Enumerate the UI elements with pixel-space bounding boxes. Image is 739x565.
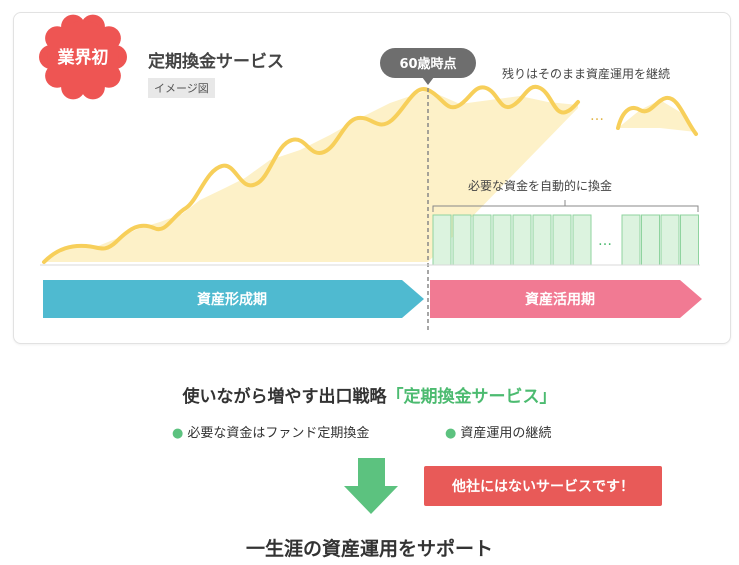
exchange-block <box>552 214 572 266</box>
exchange-block <box>572 214 592 266</box>
bullet-dot-icon: ● <box>172 426 184 441</box>
image-tag: イメージ図 <box>148 78 215 98</box>
exchange-block <box>432 214 452 266</box>
bullet-item-continue-investing: ● 資産運用の継続 <box>445 422 551 441</box>
summary-heading-highlight: 「定期換金サービス」 <box>386 387 557 407</box>
curve-fill-area-right <box>618 100 696 132</box>
summary-heading-main: 使いながら増やす出口戦略 <box>182 387 387 407</box>
continue-investing-callout: 残りはそのまま資産運用を継続 <box>502 67 671 81</box>
phase-arrow-formation <box>43 280 424 318</box>
milestone-label: 60歳時点 <box>399 56 456 72</box>
milestone-pill <box>380 48 476 78</box>
exchange-block <box>452 214 472 266</box>
exchange-block <box>621 214 641 266</box>
phase-label-utilization: 資産活用期 <box>525 291 595 308</box>
badge-label: 業界初 <box>58 47 109 68</box>
phase-arrow-utilization <box>430 280 702 318</box>
growth-curve-continued <box>616 95 698 136</box>
exchange-block <box>492 214 512 266</box>
blocks-ellipsis: … <box>598 233 612 249</box>
bullet-item-fund-exchange: ● 必要な資金はファンド定期換金 <box>172 422 369 441</box>
exchange-block <box>532 214 552 266</box>
auto-exchange-note: 必要な資金を自動的に換金 <box>468 179 613 193</box>
exchange-blocks <box>432 214 699 266</box>
first-in-industry-badge: 業界初 <box>39 14 127 100</box>
growth-curve <box>42 84 580 264</box>
bullet-text: 必要な資金はファンド定期換金 <box>187 426 370 441</box>
final-tagline: 一生涯の資産運用をサポート <box>245 538 493 560</box>
curve-ellipsis: … <box>590 108 604 124</box>
phase-label-formation: 資産形成期 <box>197 291 267 308</box>
summary-heading: 使いながら増やす出口戦略「定期換金サービス」 <box>0 382 739 407</box>
bullet-text: 資産運用の継続 <box>460 426 552 441</box>
exchange-block <box>660 214 680 266</box>
exchange-block <box>512 214 532 266</box>
bullet-dot-icon: ● <box>445 426 457 441</box>
milestone-pointer <box>422 77 434 85</box>
diagram-title: 定期換金サービス <box>148 52 284 72</box>
down-arrow-icon <box>344 458 398 514</box>
exchange-block <box>680 214 699 266</box>
unique-service-banner: 他社にはないサービスです！ <box>424 466 662 506</box>
exchange-block <box>472 214 492 266</box>
exchange-block <box>641 214 660 266</box>
